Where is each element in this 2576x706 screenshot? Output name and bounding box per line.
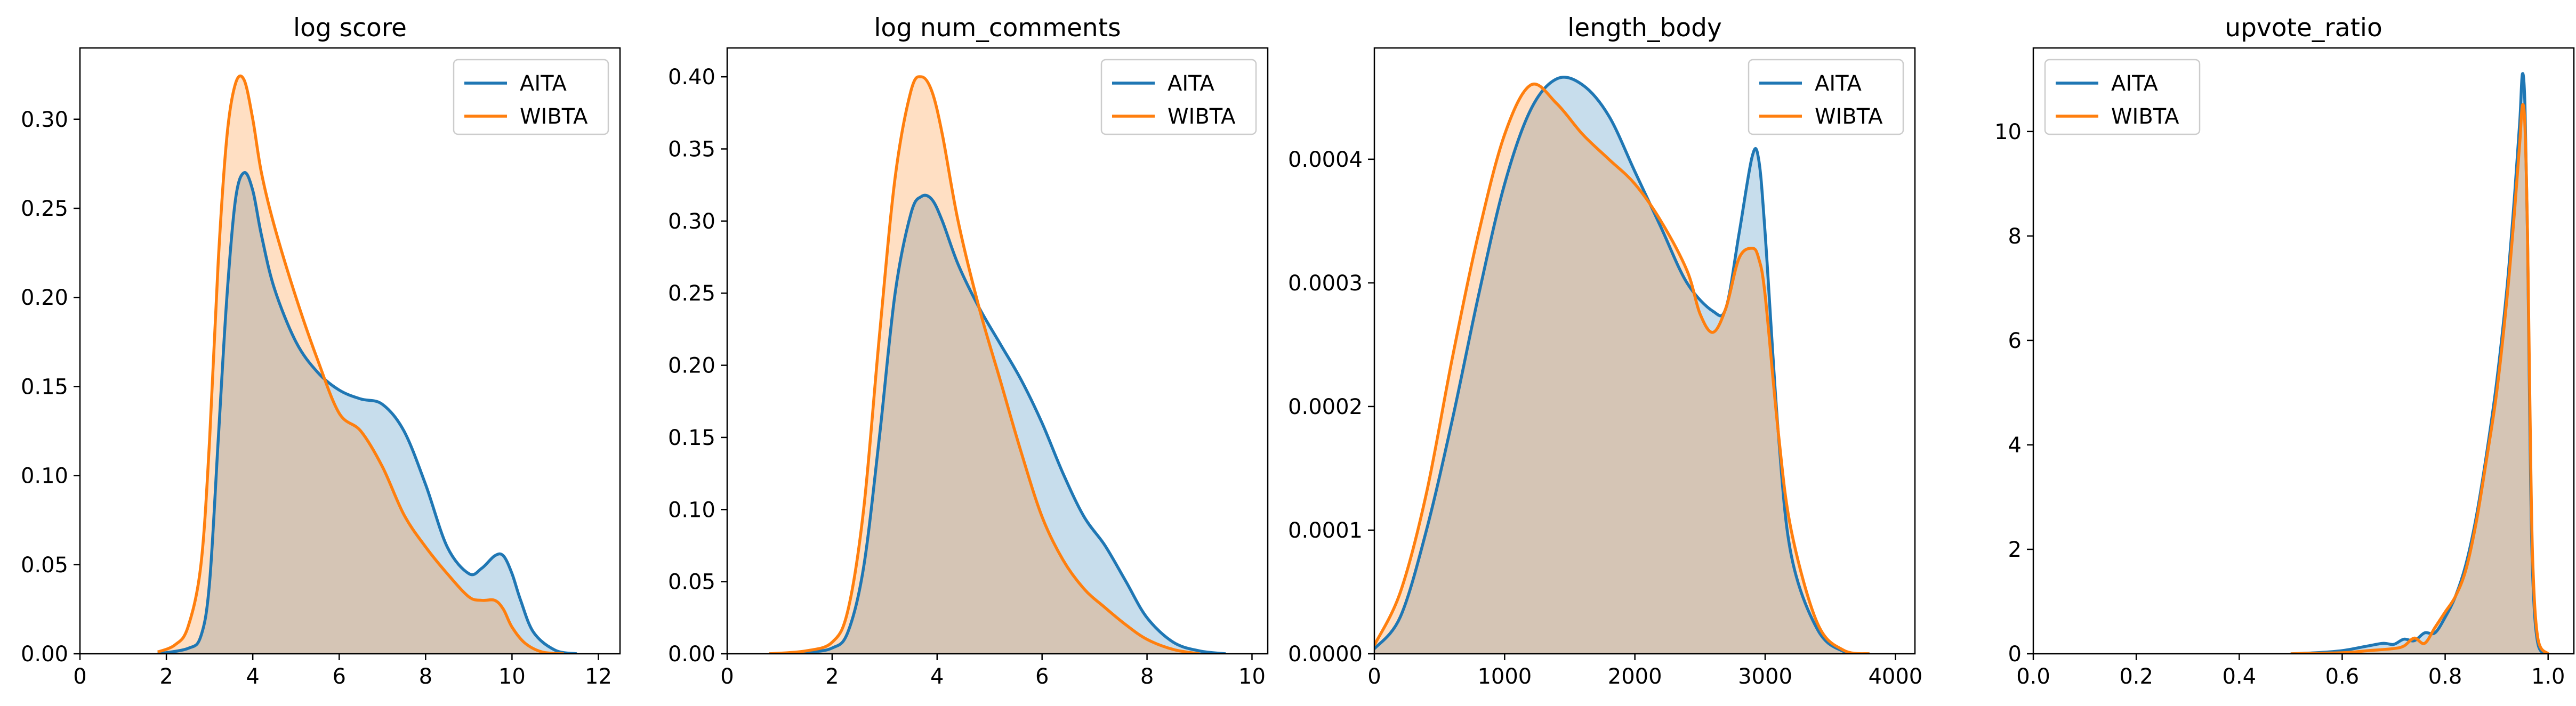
y-tick-label: 0.00: [668, 642, 715, 667]
x-tick-label: 3000: [1738, 664, 1792, 689]
y-tick-label: 0.0001: [1288, 518, 1363, 543]
x-tick-label: 10: [1238, 664, 1266, 689]
x-tick-label: 2: [825, 664, 839, 689]
x-tick-label: 4: [246, 664, 259, 689]
line-wibta: [769, 75, 1200, 654]
subplot-4: 0.0 0.2 0.4 0.6 0.8 1.0 0 2 4 6 8 10 upvote_ratio AIT…: [1994, 13, 2575, 689]
x-tick-label: 4: [930, 664, 944, 689]
chart-title: log num_comments: [874, 13, 1121, 43]
axes-frame: [79, 47, 621, 655]
chart-title: upvote_ratio: [2225, 13, 2382, 43]
area-wibta: [2290, 104, 2548, 654]
legend-label-wibta: WIBTA: [1815, 104, 1883, 129]
legend: AITA WIBTA: [453, 59, 609, 135]
y-tick-label: 4: [2008, 433, 2022, 458]
line-wibta: [1374, 83, 1870, 654]
x-tick-label: 4000: [1868, 664, 1922, 689]
subplot-3: 0 1000 2000 3000 4000 0.0000 0.0001 0.0002 0.000…: [1288, 13, 1922, 689]
x-tick-label: 0: [720, 664, 734, 689]
legend-label-wibta: WIBTA: [2111, 104, 2179, 129]
legend-label-aita: AITA: [1168, 71, 1214, 96]
line-aita: [157, 171, 577, 654]
x-tick-label: 0.0: [2016, 664, 2050, 689]
y-tick-label: 0.10: [21, 464, 68, 489]
y-tick-label: 0.00: [21, 642, 68, 667]
x-tick-label: 0.6: [2325, 664, 2360, 689]
x-tick-label: 1.0: [2531, 664, 2565, 689]
x-tick-label: 2: [159, 664, 173, 689]
legend: AITA WIBTA: [1100, 59, 1257, 135]
plot-area: [157, 74, 577, 654]
y-tick-label: 0.0000: [1288, 642, 1363, 667]
x-tick-label: 0.8: [2428, 664, 2462, 689]
subplot-2: 0 2 4 6 8 10 0.00 0.05 0.10 0.15 0.20 0.25 0.30 0.35 0…: [668, 13, 1269, 689]
x-tick-label: 0: [73, 664, 86, 689]
line-aita: [769, 193, 1226, 654]
legend-label-aita: AITA: [2111, 71, 2158, 96]
legend-label-wibta: WIBTA: [520, 104, 588, 129]
legend: AITA WIBTA: [1748, 59, 1904, 135]
legend-label-aita: AITA: [520, 71, 567, 96]
x-tick-label: 0.4: [2222, 664, 2256, 689]
plot-area: [1374, 76, 1870, 654]
y-tick-label: 0.10: [668, 498, 715, 522]
y-tick-label: 8: [2008, 224, 2022, 249]
x-tick-label: 10: [498, 664, 526, 689]
x-tick-label: 6: [333, 664, 346, 689]
legend: AITA WIBTA: [2044, 59, 2201, 135]
y-tick-label: 2: [2008, 538, 2022, 562]
line-wibta: [157, 74, 564, 654]
y-tick-label: 0.0004: [1288, 148, 1363, 172]
y-tick-label: 0.20: [668, 354, 715, 378]
x-tick-label: 2000: [1608, 664, 1662, 689]
chart-title: log score: [293, 13, 407, 43]
y-tick-label: 0.25: [21, 197, 68, 221]
legend-label-aita: AITA: [1815, 71, 1862, 96]
y-tick-label: 0.40: [668, 65, 715, 90]
x-tick-label: 6: [1035, 664, 1049, 689]
plot-area: [2290, 72, 2550, 654]
plot-area: [769, 75, 1226, 654]
y-tick-label: 0.0003: [1288, 271, 1363, 296]
axes-frame: [726, 47, 1269, 655]
subplot-1: 0 2 4 6 8 10 12 0.00 0.05 0.10 0.15 0.20 0.25 0.30 log…: [21, 13, 621, 689]
x-tick-label: 0: [1367, 664, 1381, 689]
area-wibta: [769, 76, 1200, 654]
area-aita: [157, 172, 577, 654]
axes-frame: [1373, 47, 1916, 655]
y-tick-label: 0.30: [21, 108, 68, 132]
x-tick-label: 1000: [1477, 664, 1532, 689]
y-tick-label: 0.05: [21, 553, 68, 578]
y-tick-label: 0.15: [668, 426, 715, 450]
axes-frame: [2032, 47, 2575, 655]
y-tick-label: 0.0002: [1288, 395, 1363, 419]
y-tick-label: 0.25: [668, 281, 715, 306]
legend-label-wibta: WIBTA: [1168, 104, 1236, 129]
y-tick-label: 0: [2008, 642, 2022, 667]
x-tick-label: 12: [585, 664, 612, 689]
chart-title: length_body: [1567, 13, 1722, 43]
x-tick-label: 0.2: [2119, 664, 2153, 689]
area-aita: [1374, 77, 1870, 654]
area-wibta: [1374, 84, 1870, 654]
y-tick-label: 0.35: [668, 137, 715, 162]
area-aita: [2290, 74, 2548, 654]
x-tick-label: 8: [1140, 664, 1154, 689]
area-aita: [769, 195, 1226, 654]
y-tick-label: 0.30: [668, 209, 715, 234]
line-wibta: [2290, 103, 2550, 654]
y-tick-label: 0.15: [21, 375, 68, 399]
y-tick-label: 0.05: [668, 570, 715, 595]
y-tick-label: 10: [1994, 120, 2022, 144]
x-tick-label: 8: [419, 664, 432, 689]
y-tick-label: 0.20: [21, 286, 68, 310]
y-tick-label: 6: [2008, 329, 2022, 353]
